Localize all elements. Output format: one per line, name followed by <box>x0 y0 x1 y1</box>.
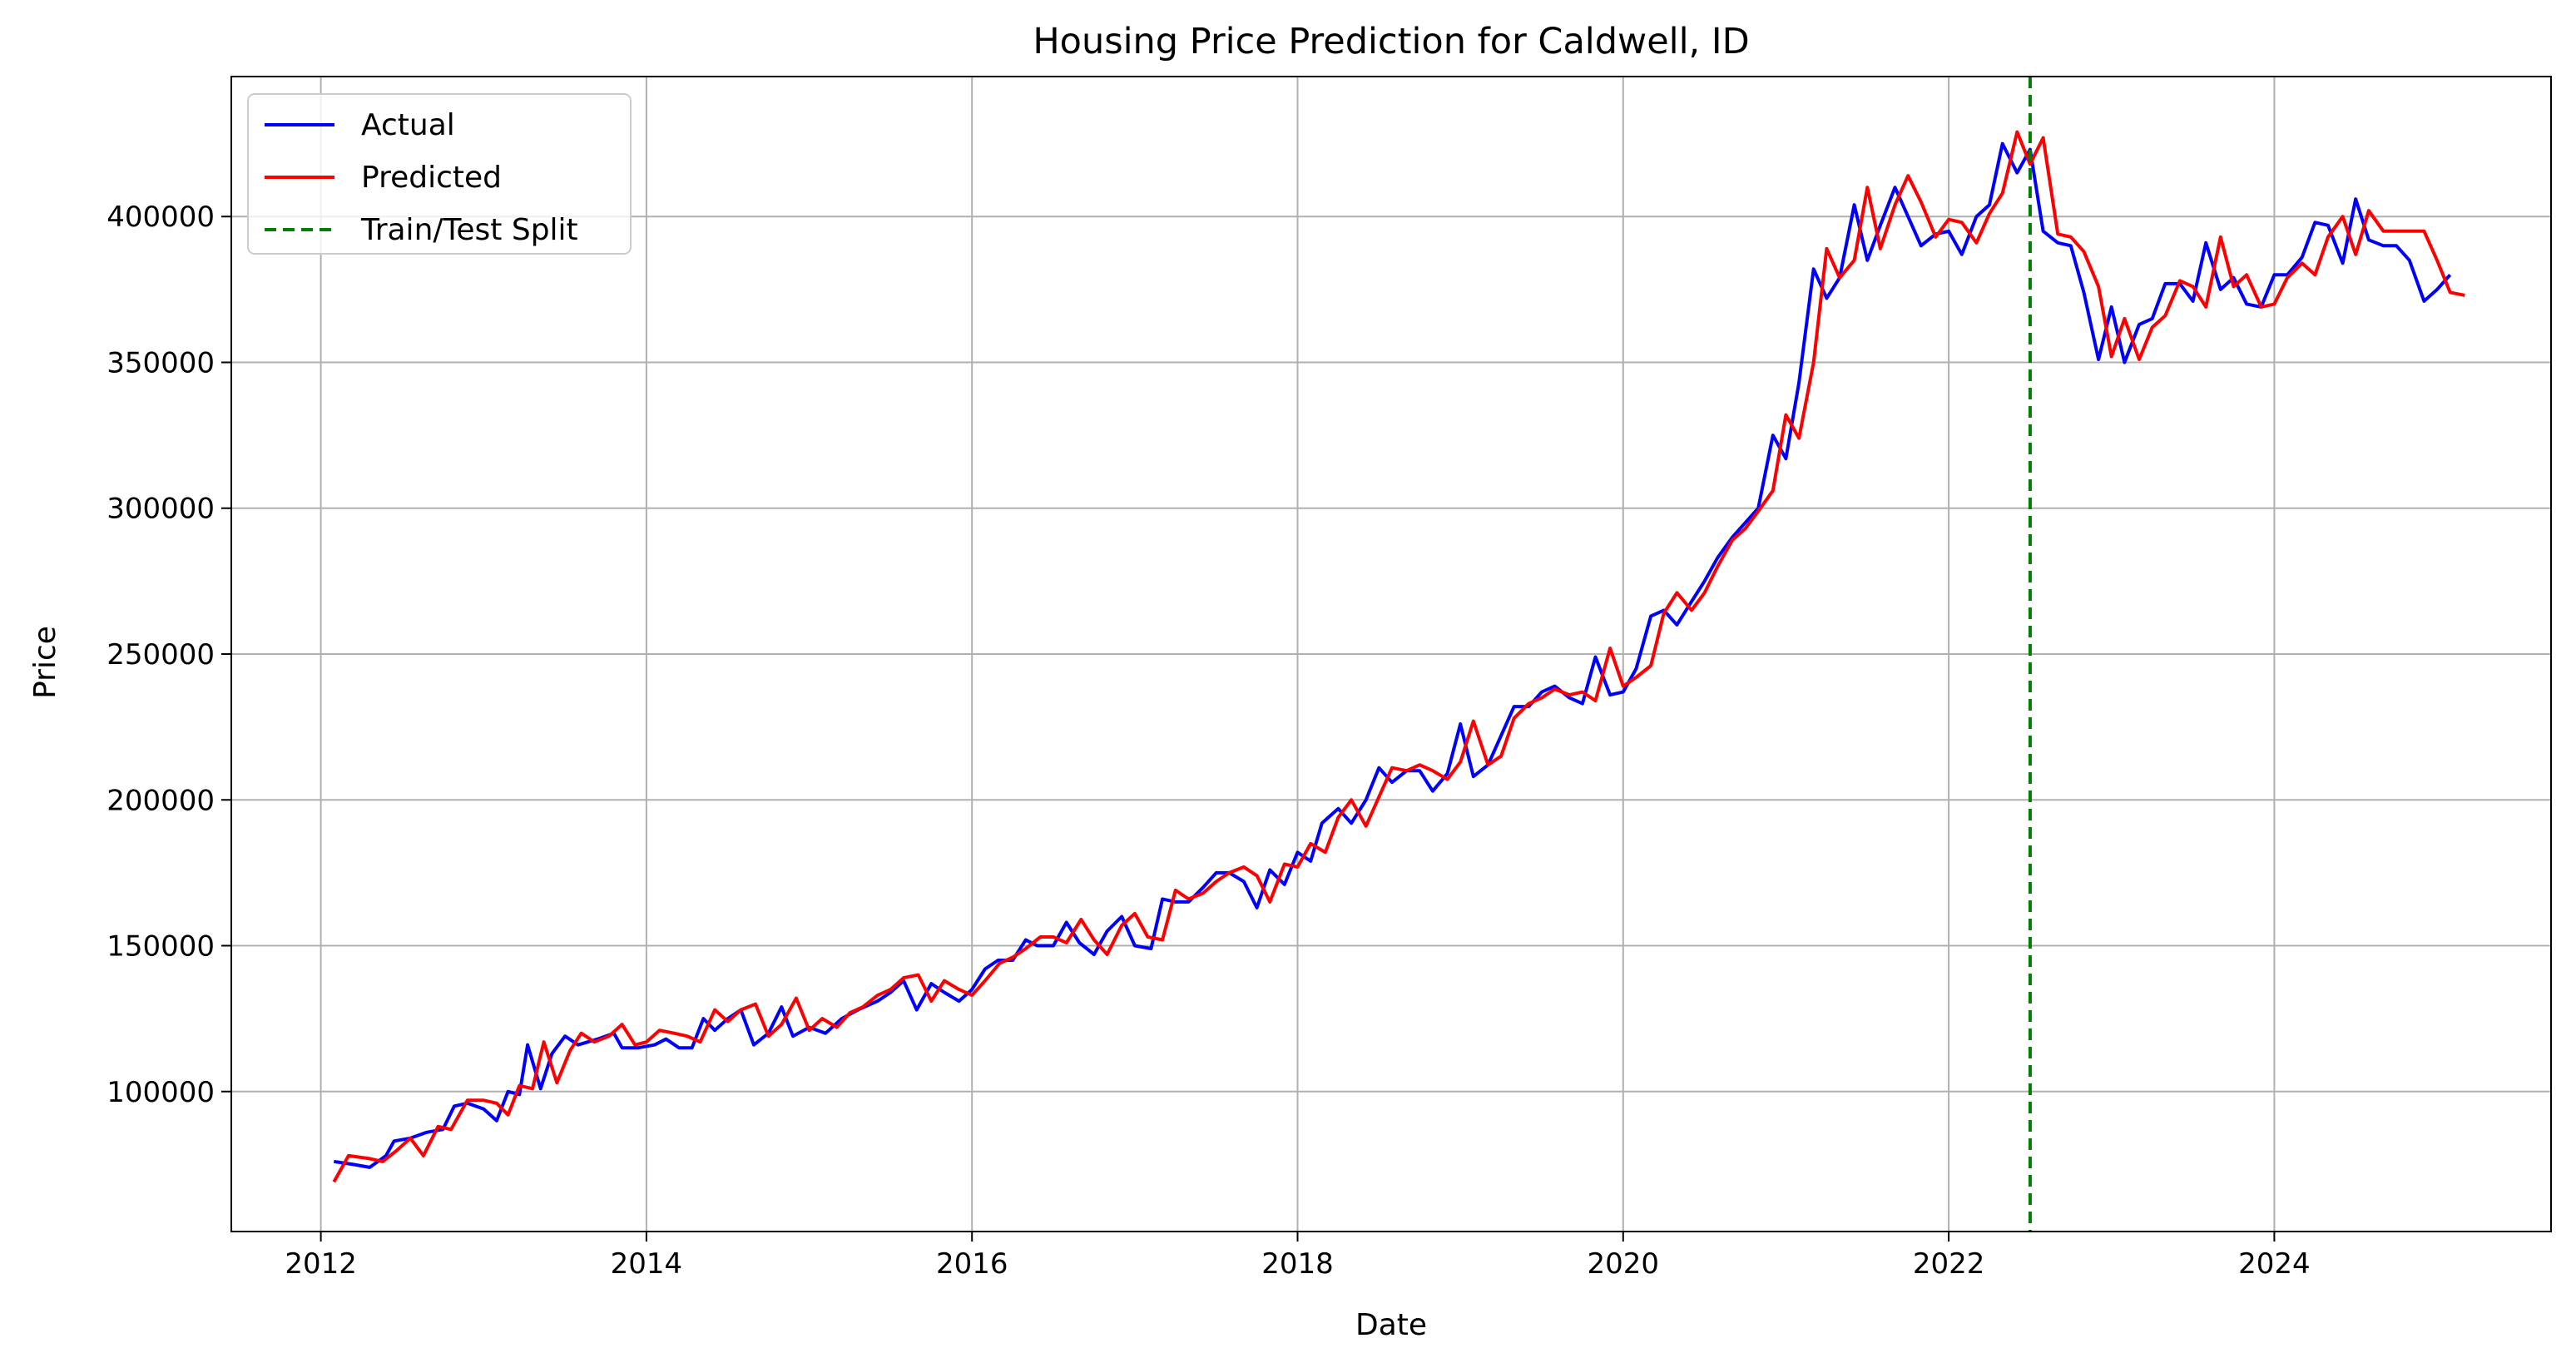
legend: Actual Predicted Train/Test Split <box>247 93 632 255</box>
x-tick-label: 2018 <box>1261 1247 1334 1281</box>
legend-box <box>247 93 632 255</box>
y-axis: 100000 150000 200000 250000 300000 350000 4000… <box>107 201 231 1109</box>
actual-line <box>334 141 2452 1169</box>
grid <box>231 77 2551 1232</box>
y-tick-label: 250000 <box>107 638 215 672</box>
series-layer <box>332 77 2465 1232</box>
y-axis-label: Price <box>28 626 62 699</box>
y-tick-label: 100000 <box>107 1076 215 1109</box>
x-tick-label: 2022 <box>1913 1247 1985 1281</box>
y-tick-label: 200000 <box>107 784 215 817</box>
chart-title: Housing Price Prediction for Caldwell, I… <box>1033 21 1749 62</box>
x-tick-label: 2020 <box>1588 1247 1660 1281</box>
x-tick-label: 2024 <box>2238 1247 2311 1281</box>
x-axis: 2012 2014 2016 2018 2020 2022 2024 <box>285 1232 2311 1281</box>
x-axis-label: Date <box>1355 1308 1427 1342</box>
x-tick-label: 2014 <box>611 1247 683 1281</box>
legend-label-predicted: Predicted <box>361 161 502 195</box>
legend-label-actual: Actual <box>361 108 455 142</box>
y-tick-label: 350000 <box>107 346 215 379</box>
x-tick-label: 2016 <box>936 1247 1008 1281</box>
legend-label-split: Train/Test Split <box>360 213 578 247</box>
predicted-line <box>332 130 2465 1183</box>
y-tick-label: 400000 <box>107 201 215 234</box>
y-tick-label: 150000 <box>107 930 215 964</box>
x-tick-label: 2012 <box>285 1247 357 1281</box>
y-tick-label: 300000 <box>107 493 215 526</box>
